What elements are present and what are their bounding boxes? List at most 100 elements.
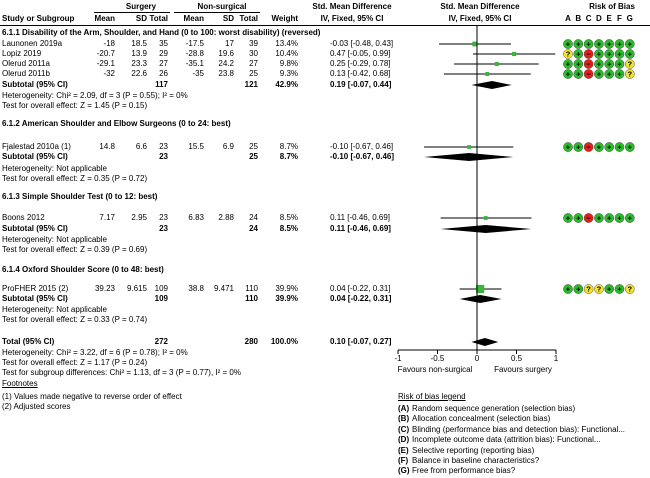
rob-dot-f	[614, 59, 625, 69]
study-total-nonsurgical: 30	[249, 49, 258, 58]
rob-symbol: +	[607, 60, 612, 69]
overall-effect-text: Test for overall effect: Z = 0.39 (P = 0…	[2, 245, 148, 254]
rob-symbol: +	[576, 285, 581, 294]
subtotal-total-surgery: 117	[155, 80, 168, 89]
rob-symbol: +	[597, 60, 602, 69]
study-total-nonsurgical: 25	[249, 69, 258, 78]
study-sd-nonsurgical: 19.6	[218, 49, 234, 58]
rob-legend-text: Blinding (performance bias and detection…	[412, 424, 626, 434]
rob-symbol: +	[566, 143, 571, 152]
rob-symbol: ?	[628, 70, 633, 79]
rob-dot-e	[604, 284, 615, 294]
header-rob-col-d: D	[596, 14, 602, 23]
rob-symbol: +	[576, 40, 581, 49]
rob-symbol: +	[607, 40, 612, 49]
subtotal-weight: 39.9%	[275, 294, 298, 303]
subtotal-diamond	[440, 225, 532, 233]
study-total-surgery: 27	[159, 59, 168, 68]
effect-square	[467, 145, 472, 149]
rob-dot-c	[583, 49, 594, 59]
rob-symbol: +	[607, 285, 612, 294]
study-name: Olerud 2011a	[2, 59, 50, 68]
subtotal-label: Subtotal (95% CI)	[2, 224, 68, 233]
rob-symbol: +	[597, 214, 602, 223]
study-total-surgery: 23	[159, 213, 168, 222]
study-sd-surgery: 9.615	[126, 284, 147, 293]
subtotal-total-surgery: 23	[159, 152, 168, 161]
study-sd-surgery: 22.6	[131, 69, 147, 78]
rob-dot-f	[614, 49, 625, 59]
rob-legend-key: (D)	[398, 435, 410, 445]
rob-symbol: +	[566, 214, 571, 223]
header-smd: Std. Mean Difference	[312, 2, 392, 11]
study-sd-surgery: 2.95	[131, 213, 147, 222]
rob-symbol: +	[576, 50, 581, 59]
rob-symbol: +	[607, 50, 612, 59]
total-label: Total (95% CI)	[2, 337, 55, 346]
rob-symbol: +	[607, 70, 612, 79]
rob-legend-title: Risk of bias legend	[398, 392, 466, 401]
rob-legend-key: (G)	[398, 466, 410, 476]
rob-symbol: +	[576, 70, 581, 79]
total-nonsurgical: 280	[244, 337, 258, 346]
rob-symbol: +	[617, 70, 622, 79]
rob-symbol: +	[617, 50, 622, 59]
x-tick-label: 1	[553, 354, 559, 363]
rob-symbol: +	[607, 214, 612, 223]
rob-dot-d	[594, 59, 604, 69]
rob-dot-f	[614, 213, 625, 223]
rob-dot-c	[583, 284, 594, 294]
rob-dot-a	[563, 49, 573, 59]
rob-symbol: +	[617, 285, 622, 294]
effect-square	[512, 51, 517, 57]
study-name: Boons 2012	[2, 213, 45, 222]
rob-symbol: +	[617, 143, 622, 152]
heterogeneity-text: Heterogeneity: Not applicable	[2, 235, 107, 244]
total-surgery: 272	[154, 337, 168, 346]
study-sd-nonsurgical: 23.8	[218, 69, 234, 78]
footnote-1: (1) Values made negative to reverse orde…	[2, 392, 182, 401]
study-weight: 8.5%	[279, 213, 298, 222]
study-total-nonsurgical: 110	[245, 284, 258, 293]
subtotal-smd-ci: 0.19 [-0.07, 0.44]	[330, 80, 392, 89]
header-rob-col-b: B	[575, 14, 582, 23]
study-smd-ci: 0.47 [-0.05, 0.99]	[330, 49, 391, 58]
header-rule-nonsurgical	[174, 12, 260, 13]
subtotal-total-surgery: 109	[154, 294, 168, 303]
total-overall-effect: Test for overall effect: Z = 1.17 (P = 0…	[2, 358, 148, 367]
study-name: ProFHER 2015 (2)	[2, 284, 69, 293]
study-smd-ci: 0.25 [-0.29, 0.78]	[330, 59, 391, 68]
subtotal-weight: 8.5%	[279, 224, 298, 233]
rob-symbol: −	[586, 143, 591, 152]
header-study: Study or Subgroup	[2, 14, 75, 23]
header-total-surgery: Total	[149, 14, 168, 23]
study-name: Lopiz 2019	[2, 49, 42, 58]
rob-dot-b	[573, 39, 584, 49]
study-weight: 8.7%	[279, 142, 298, 151]
rob-legend-key: (F)	[398, 456, 409, 465]
study-total-nonsurgical: 24	[249, 213, 258, 222]
rob-legend-text: Selective reporting (reporting bias)	[412, 445, 535, 455]
group-title: 6.1.2 American Shoulder and Elbow Surgeo…	[2, 119, 231, 128]
header-rob-col-f: F	[617, 14, 622, 23]
study-weight: 13.4%	[275, 39, 298, 48]
study-mean-surgery: 14.8	[99, 142, 115, 151]
rob-dot-d	[594, 69, 604, 79]
study-total-surgery: 23	[159, 142, 168, 151]
subtotal-smd-ci: -0.10 [-0.67, 0.46]	[330, 152, 395, 161]
rob-symbol: +	[597, 50, 602, 59]
rob-legend-text: Balance in baseline characteristics?	[412, 456, 540, 465]
study-mean-nonsurgical: 15.5	[188, 142, 204, 151]
header-mean-surgery: Mean	[94, 14, 115, 23]
subtotal-label: Subtotal (95% CI)	[2, 152, 68, 161]
study-weight: 10.4%	[275, 49, 298, 58]
rob-dot-a	[563, 39, 573, 49]
subgroup-differences: Test for subgroup differences: Chi² = 1.…	[2, 368, 241, 377]
rob-symbol: +	[586, 40, 591, 49]
rob-dot-a	[563, 69, 573, 79]
total-smd-ci: 0.10 [-0.07, 0.27]	[330, 337, 392, 346]
header-rule-surgery	[94, 12, 170, 13]
study-smd-ci: -0.10 [-0.67, 0.46]	[330, 142, 394, 151]
subtotal-smd-ci: 0.04 [-0.22, 0.31]	[330, 294, 392, 303]
study-sd-surgery: 6.6	[135, 142, 147, 151]
